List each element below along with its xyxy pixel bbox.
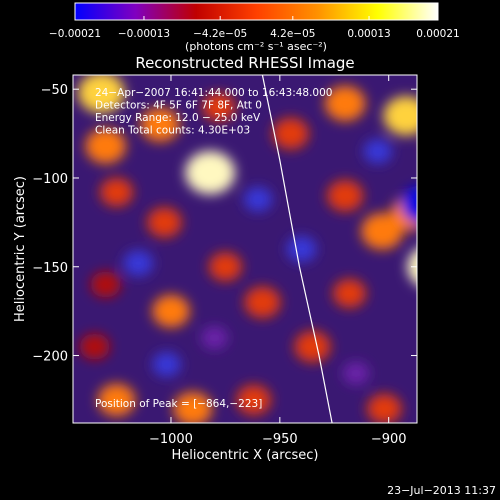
intensity-blob [367, 393, 402, 423]
intensity-blob [243, 186, 273, 212]
observation-annotations: 24−Apr−2007 16:41:44.000 to 16:43:48.000… [95, 87, 332, 137]
intensity-blob [244, 286, 281, 318]
intensity-blob [363, 139, 392, 164]
colorbar-tick-label: 0.00021 [416, 28, 459, 40]
minimum-core-dot [421, 202, 427, 208]
intensity-blob [424, 128, 457, 157]
chart-title: Reconstructed RHESSI Image [135, 54, 354, 72]
intensity-blob [90, 271, 121, 298]
solar-limb-line [261, 75, 333, 423]
annotation-line: Clean Total counts: 4.30E+03 [95, 125, 250, 137]
intensity-blob [140, 107, 180, 142]
intensity-blob [383, 96, 417, 136]
colorbar: −0.00021 −0.00013 −4.2e−05 4.2e−05 0.00013 0.… [49, 2, 460, 53]
intensity-blob [100, 177, 134, 207]
intensity-blob [202, 92, 236, 122]
intensity-blob [441, 374, 492, 419]
intensity-blob [333, 279, 366, 308]
intensity-blob [97, 383, 136, 417]
x-tick-label: −900 [371, 432, 407, 447]
annotation-line: 24−Apr−2007 16:41:44.000 to 16:43:48.000 [95, 87, 332, 99]
intensity-blob [208, 252, 242, 282]
intensity-map [77, 75, 492, 423]
y-tick-label: −150 [32, 261, 68, 276]
intensity-blob [79, 333, 110, 360]
intensity-blob [342, 361, 370, 385]
x-tick-label: −950 [262, 432, 298, 447]
y-tick-label: −50 [41, 83, 68, 98]
plot-area [72, 74, 492, 424]
intensity-blob [361, 212, 404, 250]
intensity-blob [77, 75, 125, 114]
x-axis-label: Heliocentric X (arcsec) [172, 448, 319, 463]
intensity-blob [400, 185, 417, 224]
intensity-blob [327, 180, 364, 212]
y-axis-ticks: −50 −100 −150 −200 [32, 83, 417, 365]
annotation-line: Detectors: 4F 5F 6F 7F 8F, Att 0 [95, 100, 262, 112]
intensity-blob [236, 384, 271, 415]
y-tick-label: −200 [32, 350, 68, 365]
intensity-blob [294, 330, 331, 363]
intensity-blob [152, 352, 181, 377]
intensity-blob [272, 117, 309, 150]
colorbar-tick-label: 4.2e−05 [270, 28, 315, 40]
plot-frame [72, 74, 418, 424]
intensity-blob [147, 207, 182, 238]
peak-position-label: Position of Peak = [−864,−223] [95, 398, 262, 410]
intensity-blob [201, 326, 228, 350]
intensity-blob [434, 312, 473, 346]
intensity-blob [152, 294, 190, 328]
intensity-blob [173, 391, 213, 423]
intensity-blob [185, 150, 236, 195]
x-axis-ticks: −1000 −950 −900 [149, 75, 407, 447]
x-tick-label: −1000 [149, 432, 193, 447]
peak-marker [421, 202, 427, 208]
colorbar-ticks: −0.00021 −0.00013 −4.2e−05 4.2e−05 0.00013 0.… [49, 16, 460, 40]
annotation-line: Energy Range: 12.0 − 25.0 keV [95, 112, 261, 124]
colorbar-tick-label: −4.2e−05 [193, 28, 247, 40]
generation-timestamp: 23−Jul−2013 11:37 [387, 484, 496, 497]
y-axis-label: Heliocentric Y (arcsec) [13, 176, 28, 322]
colorbar-tick-label: −0.00021 [49, 28, 101, 40]
intensity-blob [324, 85, 366, 122]
colorbar-gradient [74, 2, 439, 21]
intensity-blob [123, 250, 154, 277]
intensity-blob [85, 128, 126, 164]
colorbar-tick-label: −0.00013 [118, 28, 170, 40]
colorbar-tick-label: 0.00013 [347, 28, 390, 40]
intensity-blob [435, 352, 463, 377]
intensity-blob [286, 236, 317, 262]
y-tick-label: −100 [32, 172, 68, 187]
colorbar-unit-label: (photons cm⁻² s⁻¹ asec⁻²) [185, 40, 327, 53]
